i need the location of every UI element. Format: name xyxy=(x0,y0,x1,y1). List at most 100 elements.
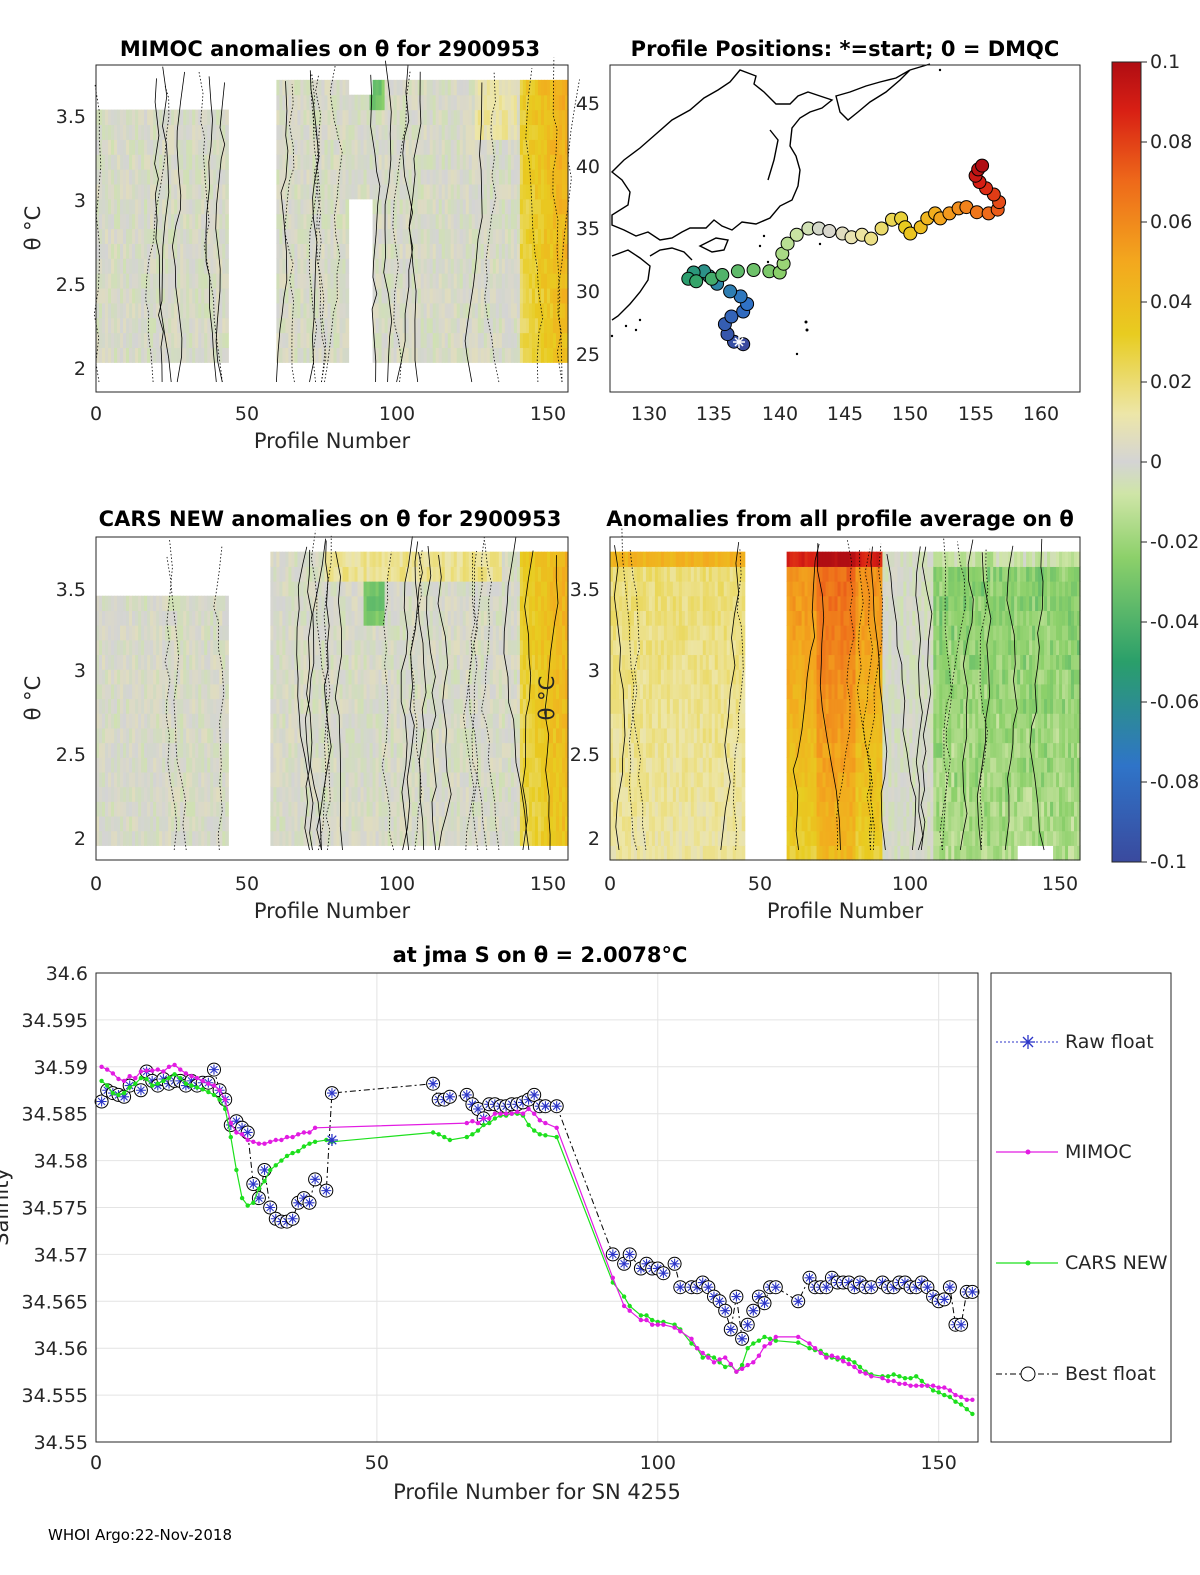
heatmap-cell xyxy=(315,742,320,758)
heatmap-cell xyxy=(180,771,184,788)
heatmap-cell xyxy=(180,815,184,832)
heatmap-cell xyxy=(381,654,386,670)
heatmap-cell xyxy=(327,198,332,215)
heatmap-cell xyxy=(315,669,320,685)
heatmap-cell xyxy=(123,154,127,170)
heatmap-cell xyxy=(537,273,542,289)
heatmap-cell xyxy=(564,258,569,274)
heatmap-cell xyxy=(378,727,383,744)
heatmap-cell xyxy=(486,669,491,685)
heatmap-cell xyxy=(525,258,530,274)
heatmap-cell xyxy=(300,669,305,685)
heatmap-cell xyxy=(450,713,455,729)
heatmap-cell xyxy=(486,830,491,846)
heatmap-cell xyxy=(198,801,202,817)
heatmap-cell xyxy=(378,317,383,334)
heatmap-cell xyxy=(108,258,112,274)
heatmap-cell xyxy=(417,801,422,817)
heatmap-cell xyxy=(360,654,365,670)
heatmap-cell xyxy=(474,625,479,641)
heatmap-cell xyxy=(198,139,202,155)
heatmap-cell xyxy=(291,625,296,641)
heatmap-cell xyxy=(192,154,196,170)
heatmap-cell xyxy=(162,727,166,744)
heatmap-cell xyxy=(435,669,440,685)
heatmap-cell xyxy=(174,786,178,802)
heatmap-cell xyxy=(204,332,208,349)
heatmap-cell xyxy=(303,317,308,334)
heatmap-cell xyxy=(315,287,320,304)
heatmap-cell xyxy=(117,287,121,304)
heatmap-cell xyxy=(426,771,431,788)
heatmap-cell xyxy=(447,639,452,656)
heatmap-cell xyxy=(564,124,569,140)
heatmap-cell xyxy=(309,566,314,582)
profile-position-marker xyxy=(746,263,761,277)
heatmap-cell xyxy=(393,669,398,685)
heatmap-cell xyxy=(108,801,112,817)
heatmap-cell xyxy=(462,109,467,126)
heatmap-cell xyxy=(435,302,440,319)
heatmap-cell xyxy=(108,317,112,334)
heatmap-cell xyxy=(411,139,416,155)
heatmap-cell xyxy=(339,94,344,111)
heatmap-cell xyxy=(207,332,211,349)
heatmap-cell xyxy=(360,757,365,773)
heatmap-cell xyxy=(555,79,560,96)
heatmap-cell xyxy=(516,139,521,155)
heatmap-cell xyxy=(168,727,172,744)
heatmap-cell xyxy=(456,124,461,140)
heatmap-cell xyxy=(303,228,308,244)
heatmap-cell xyxy=(318,243,323,259)
heatmap-cell xyxy=(126,228,130,244)
heatmap-cell xyxy=(375,742,380,758)
heatmap-cell xyxy=(480,273,485,289)
heatmap-cell xyxy=(321,124,326,140)
heatmap-cell xyxy=(501,287,506,304)
colorbar-ticks: 0.10.080.060.040.020-0.02-0.04-0.06-0.08… xyxy=(1141,51,1199,873)
heatmap-cell xyxy=(360,139,365,155)
heatmap-cell xyxy=(477,124,482,140)
heatmap-cell xyxy=(189,801,193,817)
heatmap-cell xyxy=(444,287,449,304)
heatmap-cell xyxy=(285,815,290,832)
heatmap-cell xyxy=(414,669,419,685)
heatmap-cell xyxy=(468,183,473,200)
heatmap-cell xyxy=(423,551,428,567)
heatmap-cell xyxy=(405,79,410,96)
heatmap-cell xyxy=(477,815,482,832)
heatmap-cell xyxy=(306,228,311,244)
heatmap-cell xyxy=(495,169,500,185)
heatmap-cell xyxy=(123,757,127,773)
heatmap-cell xyxy=(501,757,506,773)
heatmap-cell xyxy=(381,757,386,773)
heatmap-cell xyxy=(282,183,286,200)
heatmap-cell xyxy=(561,139,566,155)
heatmap-cell xyxy=(342,228,347,244)
heatmap-cell xyxy=(504,639,509,656)
heatmap-cell xyxy=(222,698,226,714)
heatmap-cell xyxy=(501,654,506,670)
contour-line xyxy=(205,76,217,383)
heatmap-cell xyxy=(534,109,539,126)
heatmap-cell xyxy=(204,698,208,714)
heatmap-cell xyxy=(339,154,344,170)
heatmap-cell xyxy=(396,258,401,274)
heatmap-cell xyxy=(339,198,344,215)
heatmap-cell xyxy=(147,595,151,612)
heatmap-cell xyxy=(147,742,151,758)
heatmap-cell xyxy=(99,698,103,714)
heatmap-cell xyxy=(303,801,308,817)
heatmap-cell xyxy=(165,109,169,126)
heatmap-cell xyxy=(468,273,473,289)
heatmap-cell xyxy=(561,169,566,185)
heatmap-cell xyxy=(270,654,274,670)
heatmap-cell xyxy=(546,287,551,304)
heatmap-cell xyxy=(273,551,277,567)
heatmap-cell xyxy=(459,302,464,319)
heatmap-cell xyxy=(141,198,145,215)
heatmap-cell xyxy=(108,302,112,319)
heatmap-cell xyxy=(387,94,392,111)
heatmap-cell xyxy=(546,273,551,289)
heatmap-cell xyxy=(453,713,458,729)
